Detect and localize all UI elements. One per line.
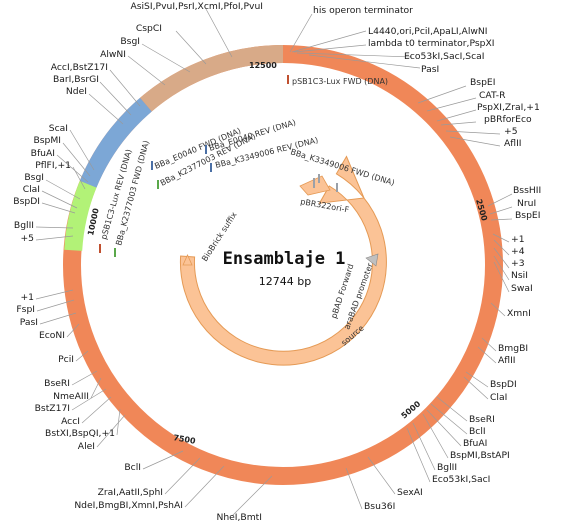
site-label-right: PasI <box>421 64 439 75</box>
site-label-left: ClaI <box>23 184 40 195</box>
lux-rev-mark <box>99 244 101 253</box>
site-label-left: BstXI,BspQI,+1 <box>45 428 115 439</box>
site-label-right: pBRforEco <box>484 114 532 125</box>
source-arc <box>179 155 387 366</box>
site-label-right: +1 <box>511 234 525 245</box>
site-label-right: BspEI <box>515 210 540 221</box>
site-label-left: CspCI <box>136 23 162 34</box>
lux-fwd-mark <box>287 75 289 84</box>
site-label-right: BssHII <box>513 185 541 196</box>
site-label-left: BstZ17I <box>35 403 70 414</box>
tick-7500: 7500 <box>173 433 197 446</box>
site-label-left: NdeI <box>66 86 87 97</box>
k2377003-rev-mark <box>157 180 159 189</box>
site-label-left: NdeI,BmgBI,XmnI,PshAI <box>74 500 183 511</box>
feature-lux-fwd: pSB1C3-Lux FWD (DNA) <box>292 77 388 86</box>
site-label-right: +5 <box>504 126 518 137</box>
site-label-right: Eco53kI,SacI,ScaI <box>404 51 485 62</box>
site-label-right: BspDI <box>490 379 517 390</box>
backbone-ring <box>63 45 503 485</box>
map-length: 12744 bp <box>259 275 311 288</box>
site-label-left: BsgI <box>24 172 44 183</box>
site-label-right: Eco53kI,SacI <box>432 474 490 485</box>
e0040-rev-mark <box>205 145 207 154</box>
site-label-right: AflII <box>498 355 516 366</box>
site-label-right: +3 <box>511 258 525 269</box>
site-label-right: his operon terminator <box>313 5 413 16</box>
site-label-left: BclI <box>124 462 141 473</box>
tick-12500: 12500 <box>249 61 277 70</box>
site-label-right: PspXI,ZraI,+1 <box>477 102 540 113</box>
site-label-left: +1 <box>20 292 34 303</box>
site-label-right: CAT-R <box>479 90 506 101</box>
site-label-right: BclI <box>469 426 486 437</box>
source-feature <box>179 155 387 366</box>
site-label-left: BseRI <box>44 378 70 389</box>
site-label-right: BglII <box>437 462 457 473</box>
site-label-left: PasI <box>20 317 38 328</box>
site-label-right: SexAI <box>397 487 423 498</box>
site-label-right: BfuAI <box>463 438 487 449</box>
site-label-left: AleI <box>78 441 95 452</box>
site-label-left: AsiSI,PvuI,PsrI,XcmI,PfoI,PvuI <box>130 1 263 12</box>
map-title: Ensamblaje 1 <box>223 249 346 269</box>
primer-mark-2 <box>318 174 320 183</box>
site-label-left: BfuAI <box>31 148 55 159</box>
site-label-left: PflFI,+1 <box>35 160 71 171</box>
site-label-left: +5 <box>20 233 34 244</box>
site-label-left: BsgI <box>120 36 140 47</box>
primer-mark-1 <box>313 178 315 188</box>
biobrick-suffix-arrow <box>182 254 193 266</box>
restriction-labels-left: AsiSI,PvuI,PsrI,XcmI,PfoI,PvuI CspCI Bsg… <box>13 1 263 523</box>
primer-mark-3 <box>336 183 338 192</box>
site-label-right: lambda t0 terminator,PspXI <box>368 38 494 49</box>
site-label-left: FspI <box>16 304 35 315</box>
feature-k3349006-fwd: BBa_K3349006 FWD (DNA) <box>289 147 395 187</box>
site-label-left: NmeAIII <box>53 391 89 402</box>
ring-segment-blue <box>79 97 152 188</box>
site-label-left: AccI,BstZ17I <box>51 62 108 73</box>
e0040-fwd-mark <box>151 161 153 170</box>
site-label-right: NruI <box>517 198 536 209</box>
site-label-right: NsiI <box>511 270 528 281</box>
site-label-right: Bsu36I <box>364 501 395 512</box>
k2377003-fwd-mark <box>114 248 116 257</box>
site-label-left: BspMI <box>33 135 61 146</box>
site-label-right: L4440,ori,PciI,ApaLI,AlwNI <box>368 26 488 37</box>
site-label-left: EcoNI <box>39 330 65 341</box>
site-label-right: BspMI,BstAPI <box>450 450 510 461</box>
site-label-left: BglII <box>14 220 34 231</box>
site-label-right: +4 <box>511 246 525 257</box>
site-label-left: AlwNI <box>100 49 126 60</box>
site-label-left: NheI,BmtI <box>216 512 262 523</box>
site-label-right: BmgBI <box>498 343 528 354</box>
site-label-right: BspEI <box>470 77 495 88</box>
site-label-right: XmnI <box>507 308 531 319</box>
ring-segment-green <box>64 180 97 252</box>
site-label-right: BseRI <box>469 414 495 425</box>
site-label-left: BspDI <box>13 196 40 207</box>
site-label-right: AflII <box>504 138 522 149</box>
site-label-left: ScaI <box>49 123 68 134</box>
site-label-right: ClaI <box>490 392 507 403</box>
leader-lines <box>35 8 513 517</box>
site-label-left: PciI <box>58 354 74 365</box>
site-label-left: BarI,BsrGI <box>53 74 99 85</box>
site-label-left: AccI <box>61 416 80 427</box>
ring-segment-tan <box>140 45 284 112</box>
site-label-left: ZraI,AatII,SphI <box>98 487 163 498</box>
site-label-right: SwaI <box>511 283 533 294</box>
k3349006-rev-mark <box>210 163 212 172</box>
restriction-labels-right: his operon terminator L4440,ori,PciI,Apa… <box>313 5 541 512</box>
pbad-arrowhead <box>365 253 379 267</box>
